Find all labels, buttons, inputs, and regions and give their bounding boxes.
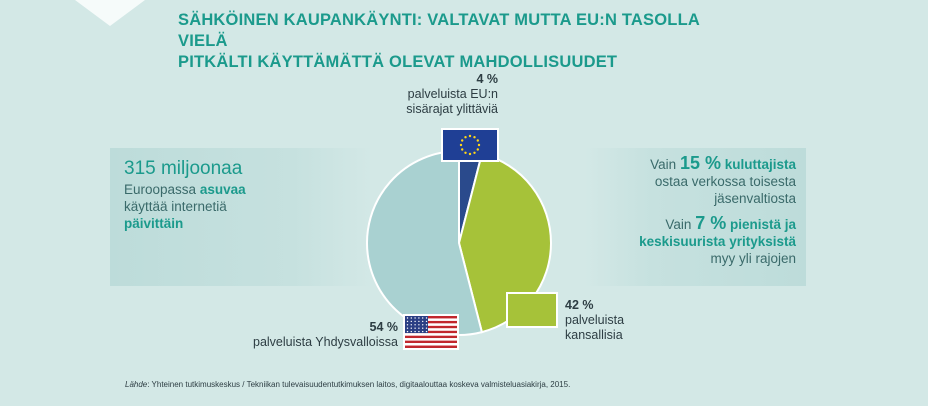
us-flag-star bbox=[425, 330, 428, 333]
fact1-bold: kuluttajista bbox=[720, 157, 796, 172]
eu-flag-star bbox=[477, 143, 481, 147]
left-info-panel bbox=[110, 148, 372, 286]
eu-flag-star bbox=[468, 134, 472, 138]
eu-flag-icon bbox=[441, 128, 499, 162]
fact2-pre: Vain bbox=[665, 217, 696, 232]
corner-chevron bbox=[75, 0, 145, 26]
pie-slice-us bbox=[366, 149, 484, 336]
users-count: 315 miljoonaa bbox=[124, 158, 243, 179]
us-flag-star bbox=[410, 324, 412, 326]
us-flag-stripe bbox=[405, 325, 457, 329]
us-flag-star bbox=[406, 317, 409, 319]
fact1-line2: ostaa verkossa toisesta bbox=[654, 174, 796, 189]
us-flag-star bbox=[414, 327, 416, 329]
us-flag-star bbox=[410, 327, 412, 329]
eu-flag-star bbox=[476, 148, 479, 151]
users-line1-bold: asuvaa bbox=[199, 182, 246, 197]
eu-flag-star bbox=[459, 143, 463, 147]
us-flag-star bbox=[406, 330, 409, 333]
cross-border-facts: Vain 15 % kuluttajista ostaa verkossa to… bbox=[590, 153, 796, 275]
us-flag-stripe bbox=[405, 318, 457, 321]
us-flag-star bbox=[410, 330, 412, 333]
us-flag-stripe bbox=[405, 328, 457, 331]
us-flag-stripe bbox=[405, 345, 457, 348]
us-flag-star bbox=[418, 327, 420, 329]
national-slice-line1: palveluista bbox=[565, 313, 625, 327]
page-title: SÄHKÖINEN KAUPANKÄYNTI: VALTAVAT MUTTA E… bbox=[178, 10, 738, 73]
us-flag-star bbox=[406, 327, 409, 329]
eu-flag-star bbox=[473, 136, 476, 139]
eu-flag-star bbox=[461, 139, 464, 142]
fact2-line3: myy yli rajojen bbox=[710, 251, 796, 266]
right-info-panel bbox=[585, 148, 806, 286]
us-flag-star bbox=[414, 320, 416, 323]
us-slice-label: 54 % palveluista Yhdysvalloissa bbox=[222, 320, 398, 350]
us-flag-stripe bbox=[405, 320, 457, 324]
users-line2: käyttää internetiä bbox=[124, 199, 227, 214]
source-text: : Yhteinen tutkimuskeskus / Tekniikan tu… bbox=[147, 380, 571, 389]
us-flag-star bbox=[422, 317, 424, 319]
eu-slice-line1: palveluista EU:n bbox=[407, 87, 498, 101]
fact2-bold: pienistä ja bbox=[726, 217, 796, 232]
fact1-pre: Vain bbox=[650, 157, 680, 172]
us-slice-percent: 54 % bbox=[369, 320, 399, 334]
us-flag-star bbox=[418, 317, 420, 319]
national-slice-line2: kansallisia bbox=[565, 328, 623, 342]
source-note: Lähde: Yhteinen tutkimuskeskus / Tekniik… bbox=[125, 380, 570, 389]
us-flag-star bbox=[422, 330, 424, 333]
us-flag-star bbox=[425, 320, 428, 323]
us-flag-stripe bbox=[405, 333, 457, 336]
us-flag-star bbox=[406, 320, 409, 323]
us-flag-star bbox=[414, 330, 416, 333]
us-flag-stripe bbox=[405, 323, 457, 326]
us-flag-star bbox=[410, 317, 412, 319]
us-flag-star bbox=[418, 320, 420, 323]
us-flag-stripe bbox=[405, 316, 457, 319]
national-slice-label: 42 % palveluista kansallisia bbox=[565, 298, 675, 343]
us-flag-stripe bbox=[405, 338, 457, 341]
users-line1-pre: Euroopassa bbox=[124, 182, 200, 197]
eu-flag-star bbox=[476, 139, 479, 142]
us-flag-stripe bbox=[405, 330, 457, 334]
us-flag-star bbox=[425, 327, 428, 329]
fact1-percent: 15 % bbox=[679, 153, 721, 173]
us-flag-star bbox=[422, 327, 424, 329]
eu-slice-percent: 4 % bbox=[476, 72, 498, 86]
us-flag-star bbox=[425, 324, 428, 326]
us-flag-star bbox=[425, 317, 428, 319]
us-flag-star bbox=[410, 320, 412, 323]
national-services-square-icon bbox=[506, 292, 558, 328]
title-line-1: SÄHKÖINEN KAUPANKÄYNTI: VALTAVAT MUTTA E… bbox=[178, 11, 700, 50]
fact2-bold-line2: keskisuurista yrityksistä bbox=[639, 234, 796, 249]
national-slice-percent: 42 % bbox=[565, 298, 594, 312]
eu-flag-star bbox=[473, 151, 476, 154]
eu-slice-line2: sisärajat ylittäviä bbox=[406, 102, 498, 116]
us-flag-icon bbox=[403, 314, 459, 350]
us-flag-stripe bbox=[405, 335, 457, 339]
fact2-percent: 7 % bbox=[695, 213, 727, 233]
us-flag-star bbox=[422, 320, 424, 323]
us-flag-star bbox=[422, 324, 424, 326]
us-flag-star bbox=[414, 317, 416, 319]
us-flag-star bbox=[418, 330, 420, 333]
us-flag-stripe bbox=[405, 340, 457, 344]
us-slice-line1: palveluista Yhdysvalloissa bbox=[253, 335, 398, 349]
eu-slice-label: 4 % palveluista EU:n sisärajat ylittäviä bbox=[388, 72, 498, 117]
users-line3-bold: päivittäin bbox=[124, 216, 184, 231]
pie-slice-eu bbox=[458, 149, 484, 244]
eu-flag-star bbox=[461, 148, 464, 151]
sme-fact: Vain 7 % pienistä ja keskisuurista yrity… bbox=[590, 213, 796, 267]
eu-flag-star bbox=[464, 151, 467, 154]
source-label: Lähde bbox=[125, 380, 148, 389]
internet-users-fact: 315 miljoonaa Euroopassa asuvaa käyttää … bbox=[124, 157, 364, 232]
fact1-line3: jäsenvaltiosta bbox=[714, 191, 796, 206]
consumer-fact: Vain 15 % kuluttajista ostaa verkossa to… bbox=[590, 153, 796, 207]
us-flag-star bbox=[414, 324, 416, 326]
eu-flag-star bbox=[468, 152, 472, 156]
us-flag-star bbox=[418, 324, 420, 326]
title-line-2: PITKÄLTI KÄYTTÄMÄTTÄ OLEVAT MAHDOLLISUUD… bbox=[178, 53, 618, 71]
eu-flag-star bbox=[464, 136, 467, 139]
us-flag-star bbox=[406, 324, 409, 326]
us-flag-stripe bbox=[405, 343, 457, 346]
